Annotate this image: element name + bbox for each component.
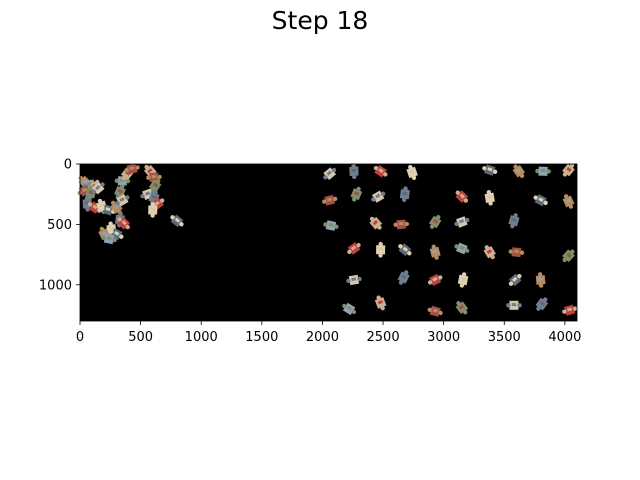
x-axis: 0 500 1000 1500 2000 2500 3000 3500 4000 [76, 321, 581, 345]
loose-piece[interactable] [511, 162, 527, 180]
loose-piece[interactable] [535, 272, 546, 288]
loose-piece[interactable] [340, 301, 358, 317]
loose-piece[interactable] [426, 272, 444, 287]
x-tick-label: 3000 [427, 330, 460, 345]
loose-piece[interactable] [393, 219, 410, 230]
loose-piece[interactable] [369, 189, 387, 205]
loose-piece[interactable] [508, 247, 525, 258]
x-tick-label: 1500 [245, 330, 278, 345]
y-axis: 0 500 1000 [39, 158, 80, 293]
assembled-piece[interactable] [101, 233, 118, 245]
loose-piece[interactable] [345, 240, 363, 256]
loose-piece[interactable] [399, 186, 410, 203]
loose-piece[interactable] [560, 161, 577, 179]
loose-piece[interactable] [561, 304, 579, 317]
x-tick-label: 0 [76, 330, 84, 345]
assembled-piece[interactable] [89, 180, 107, 197]
loose-piece[interactable] [507, 212, 520, 230]
x-tick-label: 2000 [306, 330, 339, 345]
loose-piece[interactable] [506, 300, 522, 310]
y-tick-label: 1000 [39, 278, 72, 293]
loose-piece[interactable] [454, 299, 471, 317]
loose-piece[interactable] [560, 247, 577, 265]
loose-piece[interactable] [322, 220, 339, 232]
loose-piece[interactable] [345, 274, 362, 286]
x-tick-label: 1000 [185, 330, 218, 345]
loose-piece[interactable] [561, 192, 576, 210]
assembled-piece[interactable] [148, 202, 158, 218]
assembled-piece[interactable] [108, 198, 124, 216]
assembled-piece[interactable] [123, 163, 140, 176]
loose-piece[interactable] [372, 163, 390, 179]
loose-piece[interactable] [426, 305, 444, 318]
loose-piece[interactable] [396, 269, 411, 287]
loose-piece[interactable] [349, 185, 363, 203]
assembled-piece[interactable] [113, 183, 127, 201]
loose-piece[interactable] [349, 163, 359, 180]
y-tick-label: 500 [47, 218, 72, 233]
x-tick-label: 3500 [488, 330, 521, 345]
plot-frame [79, 163, 578, 322]
assembled-piece[interactable] [113, 192, 131, 208]
loose-piece[interactable] [535, 166, 551, 176]
loose-piece[interactable] [429, 243, 442, 260]
loose-piece[interactable] [532, 193, 550, 208]
x-tick-label: 500 [128, 330, 153, 345]
loose-piece[interactable] [367, 214, 384, 232]
loose-piece[interactable] [427, 213, 443, 231]
loose-piece[interactable] [481, 163, 499, 176]
assembled-piece[interactable] [168, 212, 186, 229]
x-tick-label: 2500 [367, 330, 400, 345]
loose-piece[interactable] [321, 194, 338, 207]
puzzle-pieces [77, 161, 579, 318]
y-tick-label: 0 [64, 158, 72, 173]
loose-piece[interactable] [405, 164, 419, 182]
loose-piece[interactable] [482, 243, 498, 261]
x-tick-label: 4000 [548, 330, 581, 345]
loose-piece[interactable] [453, 241, 471, 255]
loose-piece[interactable] [376, 241, 386, 258]
chart-title: Step 18 [271, 6, 369, 35]
loose-piece[interactable] [534, 295, 551, 313]
loose-piece[interactable] [374, 294, 388, 312]
loose-piece[interactable] [453, 215, 471, 229]
puzzle-canvas[interactable] [80, 164, 577, 321]
loose-piece[interactable] [453, 188, 471, 205]
loose-piece[interactable] [321, 165, 339, 182]
loose-piece[interactable] [396, 241, 414, 258]
assembled-piece[interactable] [115, 215, 133, 232]
loose-piece[interactable] [457, 271, 469, 288]
assembled-piece[interactable] [146, 172, 162, 183]
loose-piece[interactable] [484, 189, 495, 206]
loose-piece[interactable] [506, 271, 524, 288]
